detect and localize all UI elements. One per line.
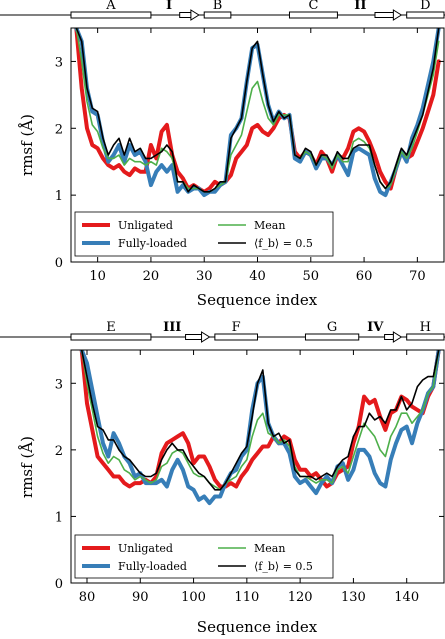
secondary-structure-top: A B C DI II [0,0,445,21]
helix-i [179,12,193,18]
strand-label-d: D [420,0,430,13]
legend-box-bottom [74,534,334,579]
strand-label-e: E [106,320,116,335]
strand-c [288,11,338,19]
legend-box-top [74,211,334,257]
strand-f [214,333,258,341]
x-tick-label: 30 [196,269,213,284]
x-tick-label: 140 [394,590,419,605]
strand-label-b: B [213,0,223,13]
x-tick-label: 10 [89,269,106,284]
x-tick-label: 70 [409,269,426,284]
strand-label-c: C [308,0,318,13]
legend-top: Unligated Fully-loaded Mean ⟨f_b⟩ = 0.5 [74,211,334,257]
legend-label-fb-bottom: ⟨f_b⟩ = 0.5 [254,560,313,573]
y-tick-label: 1 [55,189,63,204]
x-tick-label: 90 [132,590,149,605]
series-line-unligated-top [74,28,441,194]
plot-frame-bottom [70,349,445,584]
series-line-fully-loaded-top [74,28,441,198]
series-lines-bottom [79,350,441,506]
helix-ii [374,12,395,18]
strand-e [70,333,152,341]
x-tick-label: 110 [234,590,259,605]
x-tick-label: 120 [288,590,313,605]
helix-arrowhead-iv [392,331,403,343]
strand-label-a: A [105,0,116,13]
x-axis-top: 10 20 30 40 50 60 70 [89,28,426,284]
y-tick-label: 0 [55,577,63,592]
legend-label-fb-top: ⟨f_b⟩ = 0.5 [254,237,313,250]
x-tick-label: 100 [181,590,206,605]
strand-g [304,333,360,341]
y-tick-label: 3 [55,55,63,70]
x-tick-label: 40 [249,269,266,284]
strand-h [406,333,445,341]
y-tick-label: 2 [55,444,63,459]
y-axis-title-top: rmsf (Å) [18,114,36,176]
y-axis-title-bottom: rmsf (Å) [18,436,36,498]
y-tick-label: 3 [55,377,63,392]
series-line-fully-loaded-bottom [79,350,441,506]
strand-b [203,11,232,19]
y-tick-label: 2 [55,122,63,137]
strand-label-h: H [420,320,431,335]
x-tick-label: 50 [303,269,320,284]
secondary-structure-bottom: E F G H III IV [0,320,445,343]
legend-label-fully-loaded-top: Fully-loaded [118,237,187,250]
helix-label-iv: IV [367,320,384,335]
x-tick-label: 20 [143,269,160,284]
series-line-mean-bottom [80,350,440,491]
x-tick-label: 80 [79,590,96,605]
helix-arrowhead-iii [201,331,211,343]
chart-bottom: E F G H III IV 80 90 100 110 120 130 140 0 1 2 3 Seque… [0,320,445,636]
x-axis-title-top: Sequence index [197,291,318,309]
strand-label-g: G [327,320,337,335]
strand-label-f: F [232,320,241,335]
y-axis-bottom: 0 1 2 3 [55,377,444,592]
legend-label-fully-loaded-bottom: Fully-loaded [118,560,187,573]
x-axis-title-bottom: Sequence index [197,618,318,636]
x-tick-label: 60 [356,269,373,284]
helix-iii [185,334,204,340]
series-line-unligated-bottom [79,350,441,489]
y-axis-top: 0 1 2 3 [55,55,444,271]
series-line-f-b-0-5-top [75,28,440,193]
series-lines-top [74,28,441,198]
legend-label-unligated-top: Unligated [118,219,173,232]
helix-arrowhead-ii [392,9,403,21]
legend-bottom: Unligated Fully-loaded Mean ⟨f_b⟩ = 0.5 [74,534,334,579]
helix-arrowhead-i [190,9,200,21]
y-tick-label: 1 [55,510,63,525]
legend-label-mean-bottom: Mean [254,542,285,555]
series-line-f-b-0-5-bottom [80,350,440,491]
legend-label-unligated-bottom: Unligated [118,542,173,555]
helix-label-ii: II [354,0,366,13]
strand-a [70,11,152,19]
x-tick-label: 130 [341,590,366,605]
helix-label-i: I [166,0,172,13]
y-tick-label: 0 [55,256,63,271]
x-axis-bottom: 80 90 100 110 120 130 140 [79,350,419,605]
legend-label-mean-top: Mean [254,219,285,232]
strand-d [406,11,445,19]
helix-label-iii: III [163,320,181,335]
